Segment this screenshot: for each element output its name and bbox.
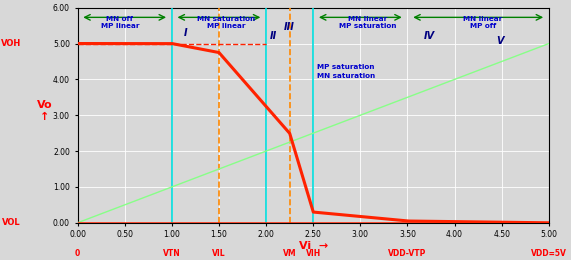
- Text: VDD-VTP: VDD-VTP: [388, 249, 427, 258]
- Text: MP saturation: MP saturation: [339, 23, 397, 29]
- Text: III: III: [284, 22, 295, 32]
- Text: MN saturation: MN saturation: [198, 16, 256, 22]
- Text: VOH: VOH: [1, 39, 21, 48]
- Text: MP linear: MP linear: [207, 23, 246, 29]
- Y-axis label: Vo
↑: Vo ↑: [37, 100, 53, 122]
- X-axis label: Vi  →: Vi →: [299, 241, 328, 251]
- Text: VDD=5V: VDD=5V: [531, 249, 567, 258]
- Text: II: II: [270, 31, 278, 41]
- Text: VTN: VTN: [163, 249, 180, 258]
- Text: VOL: VOL: [2, 218, 21, 227]
- Text: VIL: VIL: [212, 249, 226, 258]
- Text: I: I: [184, 28, 188, 38]
- Text: IV: IV: [424, 31, 435, 41]
- Text: MN off: MN off: [106, 16, 134, 22]
- Text: MN linear: MN linear: [348, 16, 388, 22]
- Text: VM: VM: [283, 249, 296, 258]
- Text: MP saturation: MP saturation: [317, 64, 375, 70]
- Text: VIH: VIH: [305, 249, 321, 258]
- Text: MN saturation: MN saturation: [317, 73, 375, 79]
- Text: MP off: MP off: [470, 23, 496, 29]
- Text: 0: 0: [75, 249, 80, 258]
- Text: MN linear: MN linear: [463, 16, 502, 22]
- Text: V: V: [496, 36, 504, 46]
- Text: MP linear: MP linear: [100, 23, 139, 29]
